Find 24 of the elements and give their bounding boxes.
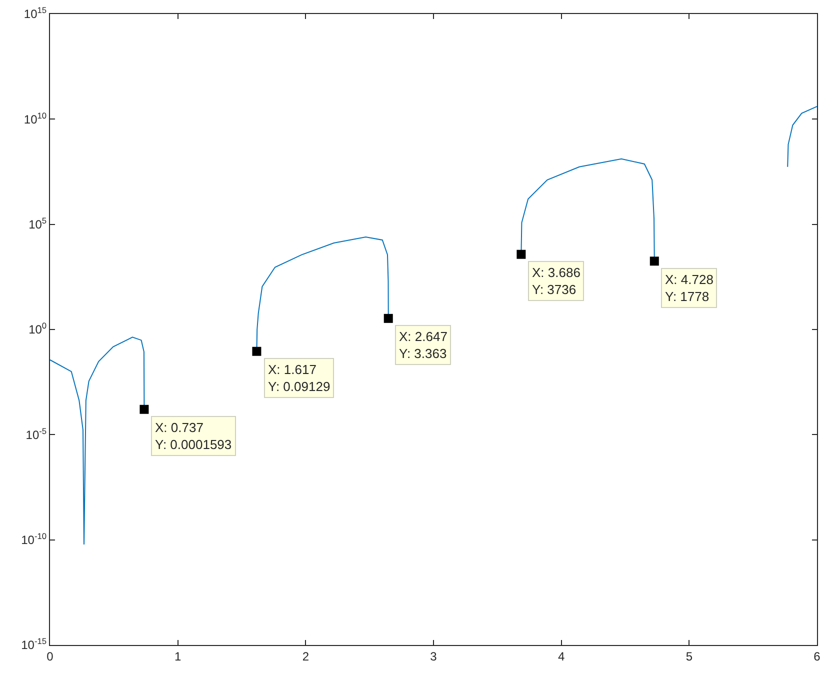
- y-tick-label: 10$^{10}$: [24, 110, 47, 126]
- y-tick-label: 10$^{-10}$: [21, 530, 47, 548]
- point: [516, 250, 526, 259]
- y-tick-label: 10$^{0}$: [28, 320, 47, 337]
- y-tick-label: 10$^{5}$: [28, 215, 47, 232]
- annotation: X: 3.686 Y: 3736: [532, 265, 580, 297]
- point: [650, 256, 659, 266]
- x-tick-label: 4: [558, 649, 565, 664]
- annotation: X: 1.617 Y: 0.09129: [268, 362, 330, 394]
- point: [384, 314, 393, 323]
- x-tick-label: 3: [430, 649, 438, 664]
- x-tick-label: 0: [46, 649, 54, 664]
- y-tick-label: 10$^{-5}$: [26, 426, 47, 442]
- x-tick-label: 2: [302, 649, 310, 664]
- y-tick-label: 10$^{15}$: [24, 5, 47, 22]
- point: [252, 346, 262, 356]
- x-tick-label: 5: [686, 649, 693, 664]
- y-tick-label: 10$^{-15}$: [21, 636, 47, 652]
- point: [140, 404, 149, 414]
- annotation: X: 4.728 Y: 1778: [665, 272, 714, 304]
- x-tick-label: 6: [814, 649, 821, 664]
- annotation: X: 0.737 Y: 0.0001593: [155, 420, 232, 452]
- x-tick-label: 1: [174, 649, 182, 664]
- annotation: X: 2.647 Y: 3.363: [399, 329, 448, 361]
